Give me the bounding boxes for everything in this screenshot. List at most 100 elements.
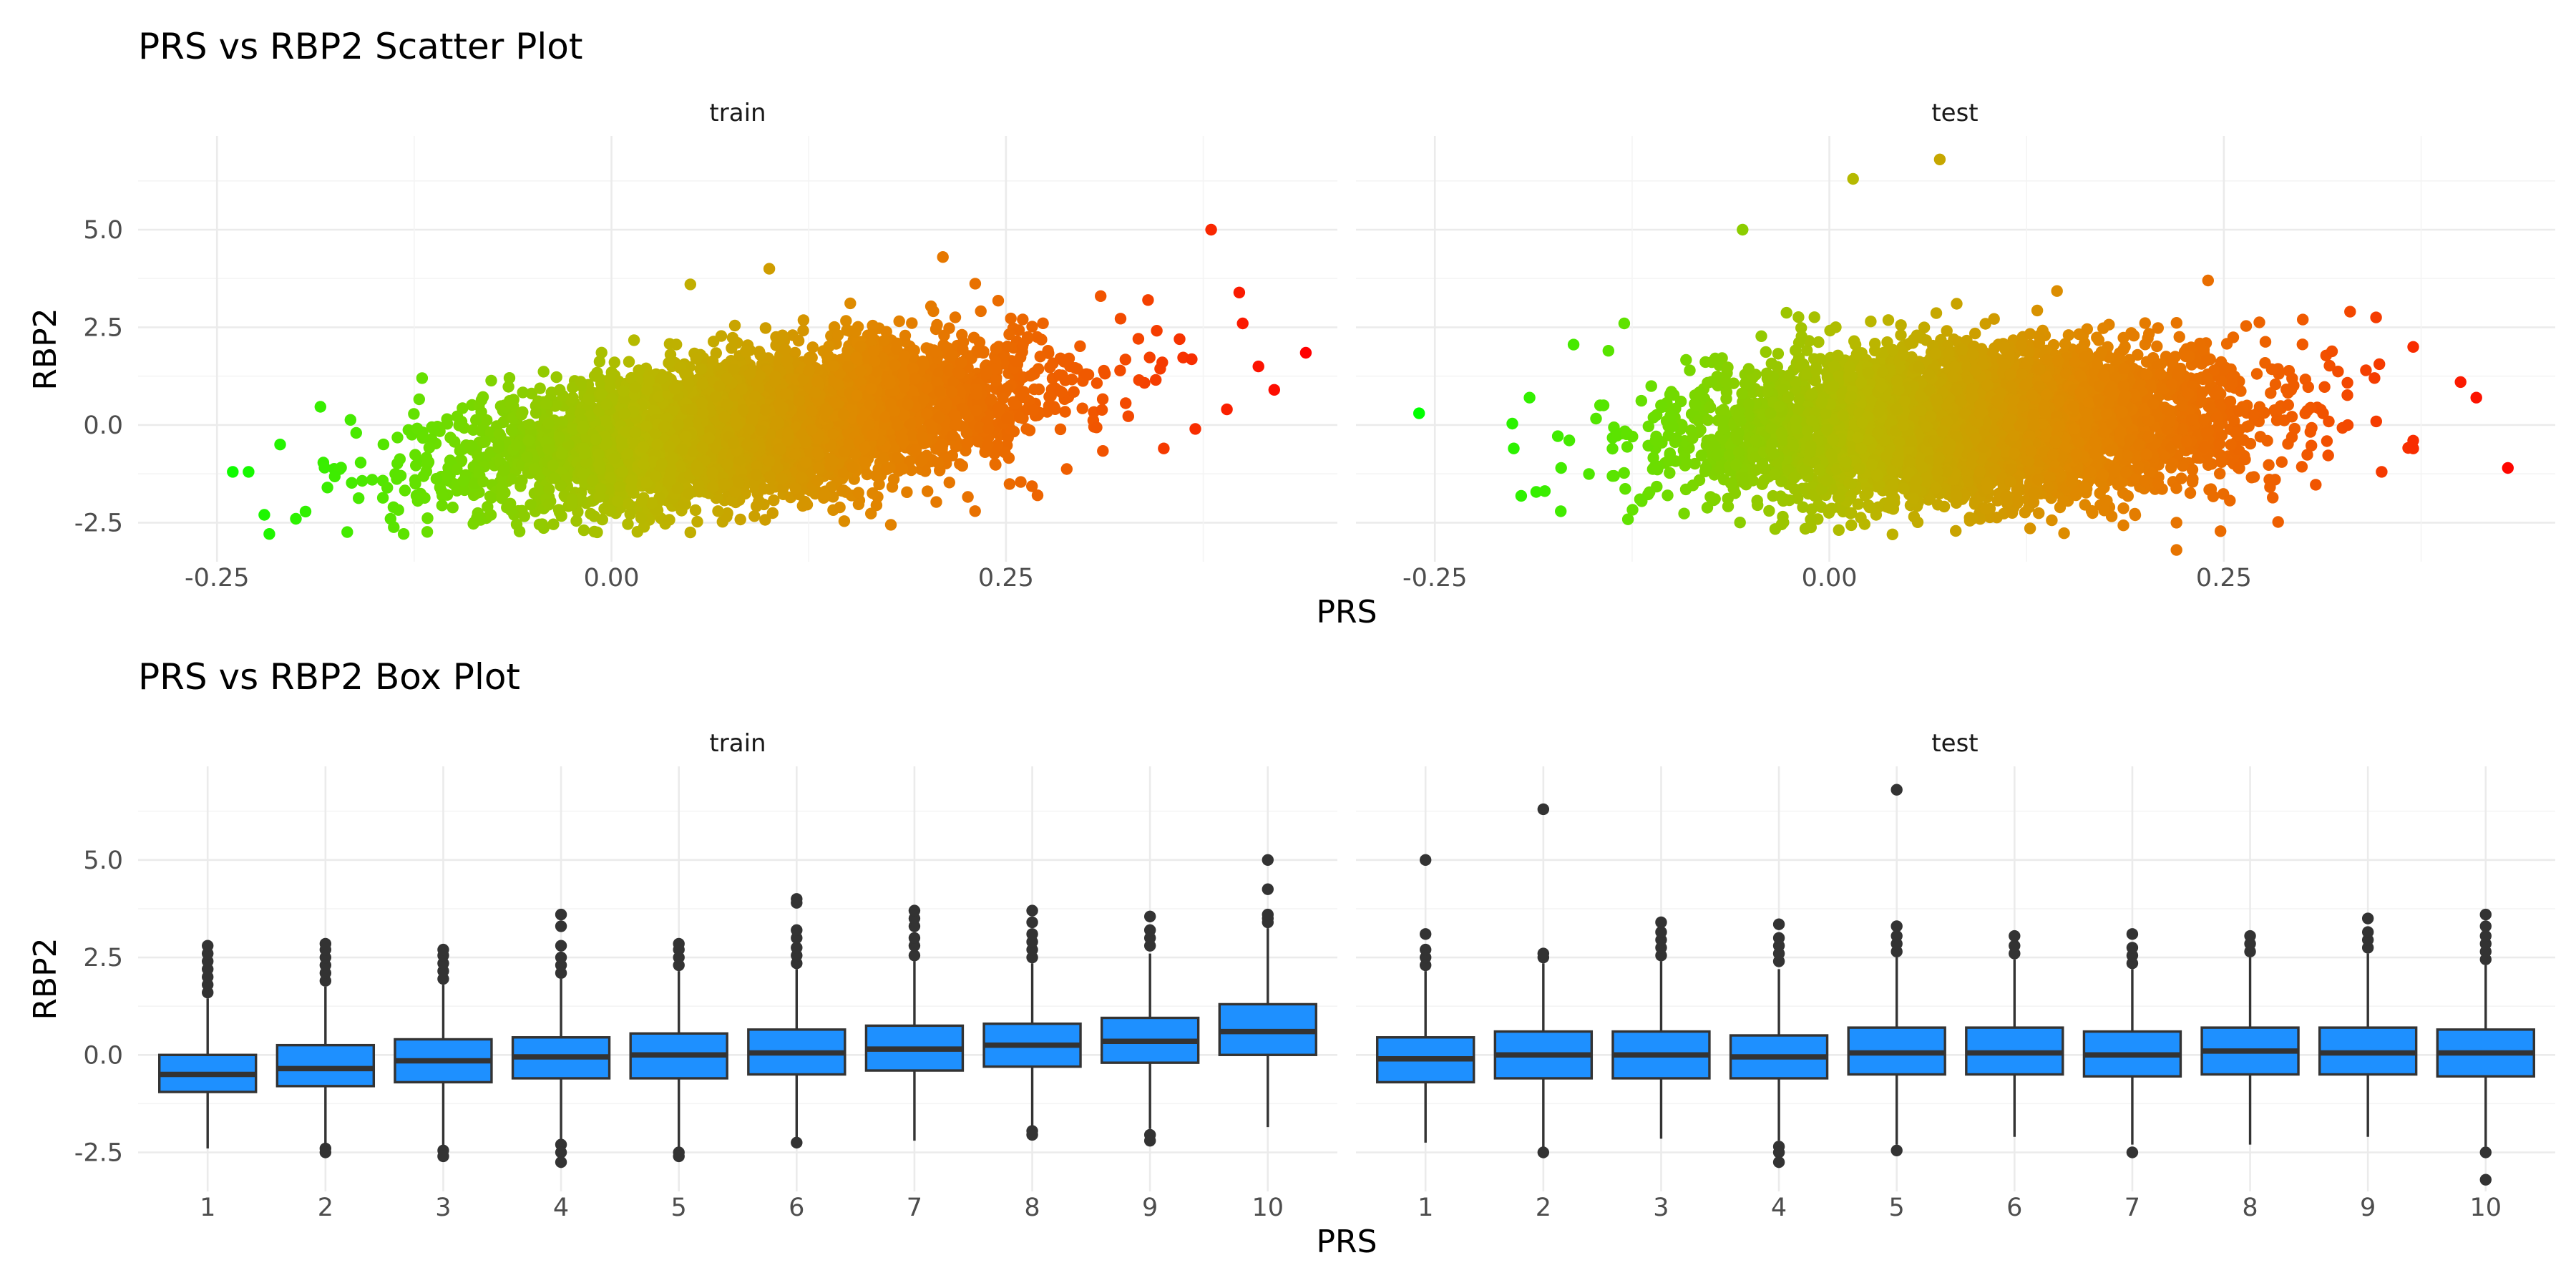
scatter-point	[1001, 412, 1013, 424]
scatter-point	[613, 481, 625, 493]
scatter-point	[548, 472, 561, 484]
scatter-point	[776, 329, 789, 341]
scatter-point	[759, 322, 772, 334]
scatter-point	[421, 512, 434, 525]
scatter-point	[593, 356, 606, 368]
scatter-point	[631, 526, 643, 538]
scatter-point	[992, 295, 1005, 307]
scatter-point	[891, 452, 904, 464]
scatter-point	[518, 510, 530, 522]
scatter-point	[849, 326, 862, 338]
scatter-point	[844, 297, 857, 310]
scatter-point	[1003, 478, 1016, 490]
scatter-point	[1015, 476, 1027, 488]
scatter-point	[392, 504, 404, 516]
scatter-point	[377, 438, 390, 451]
scatter-point	[577, 524, 590, 537]
scatter-point	[1076, 402, 1088, 414]
scatter-point	[522, 434, 535, 447]
scatter-point	[743, 368, 756, 381]
scatter-point	[1005, 312, 1017, 325]
scatter-point	[534, 382, 546, 394]
scatter-point	[479, 436, 491, 448]
scatter-point	[1017, 313, 1029, 326]
scatter-point	[427, 423, 440, 435]
scatter-point	[605, 471, 617, 484]
scatter-point	[391, 431, 404, 444]
scatter-point	[1008, 398, 1021, 410]
scatter-point	[1001, 382, 1013, 394]
scatter-point	[799, 496, 811, 508]
scatter-point	[766, 507, 779, 519]
scatter-point	[1020, 423, 1033, 435]
scatter-point	[806, 341, 819, 353]
scatter-point	[865, 507, 877, 519]
scatter-point	[776, 472, 789, 484]
scatter-point	[990, 343, 1002, 355]
scatter-point	[1133, 374, 1146, 386]
scatter-point	[1120, 397, 1132, 409]
scatter-point	[1096, 404, 1108, 416]
scatter-point	[859, 457, 872, 469]
scatter-point	[477, 475, 489, 488]
scatter-point	[566, 499, 578, 511]
scatter-point	[493, 428, 506, 440]
scatter-point	[667, 452, 679, 464]
scatter-point	[618, 385, 630, 397]
scatter-point	[651, 439, 663, 451]
scatter-point	[1018, 386, 1030, 398]
scatter-point	[990, 374, 1002, 386]
scatter-point	[353, 492, 365, 504]
scatter-point	[1156, 356, 1169, 369]
scatter-point	[934, 385, 946, 398]
scatter-point	[691, 515, 703, 528]
scatter-point	[970, 404, 982, 416]
scatter-point	[927, 305, 940, 318]
scatter-point	[789, 482, 801, 494]
scatter-point	[1091, 377, 1103, 389]
scatter-point	[430, 472, 443, 485]
scatter-point	[505, 424, 518, 436]
scatter-point	[1099, 368, 1111, 380]
scatter-point	[485, 492, 497, 504]
scatter-point	[624, 508, 636, 520]
scatter-point	[947, 429, 959, 442]
scatter-point	[819, 488, 831, 501]
scatter-strip-label-train: train	[709, 99, 766, 127]
scatter-point	[641, 384, 653, 396]
scatter-point	[341, 526, 353, 538]
scatter-point	[889, 358, 901, 371]
scatter-point	[957, 343, 969, 356]
scatter-point	[492, 441, 504, 454]
scatter-point	[457, 474, 469, 487]
scatter-point	[318, 462, 331, 474]
scatter-point	[475, 394, 488, 406]
scatter-point	[849, 448, 862, 460]
scatter-point	[943, 477, 956, 489]
scatter-point	[899, 329, 912, 342]
scatter-point	[591, 366, 603, 379]
scatter-point	[537, 366, 550, 378]
scatter-point	[779, 343, 791, 356]
scatter-point	[646, 497, 658, 509]
scatter-point	[726, 342, 738, 354]
scatter-point	[517, 386, 529, 399]
scatter-point	[909, 372, 922, 384]
scatter-point	[543, 483, 555, 496]
scatter-point	[1132, 333, 1145, 345]
scatter-point	[692, 479, 705, 491]
scatter-point	[916, 431, 929, 443]
scatter-point	[440, 469, 453, 482]
scatter-point	[707, 481, 719, 494]
scatter-point	[550, 371, 562, 384]
scatter-point	[852, 487, 864, 499]
scatter-point	[733, 477, 745, 489]
scatter-point	[530, 406, 542, 419]
scatter-point	[873, 478, 885, 491]
scatter-point	[847, 461, 859, 473]
scatter-point	[344, 414, 356, 426]
scatter-point	[542, 499, 555, 511]
scatter-point	[409, 449, 421, 461]
scatter-point	[930, 323, 942, 336]
scatter-point	[1048, 401, 1060, 413]
